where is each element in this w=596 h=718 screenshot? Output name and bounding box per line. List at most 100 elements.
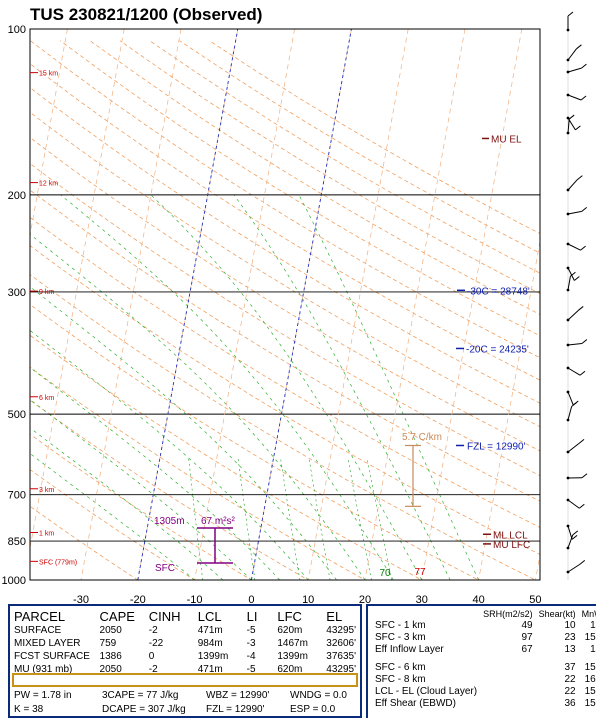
wind-barb [567, 210, 582, 215]
pressure-tick-label: 700 [8, 490, 26, 502]
misc-line-2: K = 38 DCAPE = 307 J/kg FZL = 12990' ESP = … [14, 704, 335, 715]
wind-barb-flag [575, 125, 581, 131]
dry-adiabat [30, 469, 196, 580]
wind-barb-dot [566, 242, 570, 246]
pw-value: PW = 1.78 in [14, 690, 72, 701]
temperature-tick-label: -20 [130, 594, 146, 604]
isotherm [535, 552, 540, 580]
wind-barb-dot [566, 212, 570, 216]
temperature-tick-label: -10 [187, 594, 203, 604]
cell: 158/1 [584, 632, 596, 643]
height-label: SFC (779m) [39, 559, 77, 566]
wind-barb-flag [581, 473, 588, 479]
cell: 159/2 [584, 698, 596, 709]
wind-barb-dot [566, 28, 570, 32]
wind-barb-dot [566, 498, 570, 502]
shear-row: SFC - 6 km 37 158/2 [372, 662, 596, 674]
moist-adiabat [150, 194, 423, 580]
cell: LCL - EL (Cloud Layer) [375, 686, 478, 697]
wind-barb-dot [566, 450, 570, 454]
wind-barb-flag [579, 370, 586, 376]
wind-barb-dot [566, 546, 570, 550]
wbz-value: WBZ = 12990' [206, 690, 270, 701]
isotherm [478, 239, 540, 580]
cell: 43295' [326, 625, 356, 636]
temperature-tick-label: 0 [248, 594, 254, 604]
wind-barb-flag [579, 503, 585, 509]
cell: 36 [564, 698, 576, 709]
temperature-axis: -30 -20 -10 0 10 20 30 40 50 [73, 594, 541, 604]
wind-barb [567, 499, 580, 509]
temperature-tick-label: 40 [472, 594, 484, 604]
wind-barb-dot [566, 343, 570, 347]
mu-el-label: MU EL [491, 134, 522, 145]
wndg-value: WNDG = 0.0 [290, 690, 347, 701]
dry-adiabat [209, 40, 540, 235]
shear-row: SFC - 8 km 22 160/2 [372, 674, 596, 686]
cell: 37 [564, 662, 576, 673]
height-label: 15 km [39, 71, 58, 78]
dry-adiabat [30, 245, 540, 555]
wind-barb [567, 391, 574, 406]
cell: 10 [564, 620, 576, 631]
cell: 620m [277, 625, 303, 636]
moist-adiabat [30, 427, 224, 580]
fzl-label: FZL = 12990' [467, 441, 526, 452]
cell: MIXED LAYER [14, 638, 81, 649]
shear-row: LCL - EL (Cloud Layer) 22 158/2 [372, 686, 596, 698]
wind-barb [567, 406, 573, 421]
wind-barbs [566, 11, 588, 580]
wind-barb-flag [581, 63, 587, 69]
cell: 49 [521, 620, 533, 631]
wind-barb-flag [576, 44, 582, 50]
cell: Eff Shear (EBWD) [375, 698, 456, 709]
esp-value: ESP = 0.0 [290, 704, 336, 715]
mu-row-highlight [12, 673, 358, 687]
shear-row: SFC - 1 km 49 10 151/ [372, 620, 596, 632]
cell: Eff Inflow Layer [375, 644, 444, 655]
wind-barb-dot [566, 366, 570, 370]
parcel-row-surface: SURFACE 2050 -2 471m -5 620m 43295' [14, 624, 360, 637]
height-label: 9 km [39, 289, 54, 296]
mixing-ratio-line [366, 457, 393, 580]
dry-adiabat [59, 40, 540, 337]
cell: FCST SURFACE [14, 651, 90, 662]
chart-title: TUS 230821/1200 (Observed) [30, 5, 262, 24]
skewt-chart: TUS 230821/1200 (Observed) 1002003005007… [0, 5, 588, 604]
wind-barb-flag [570, 271, 576, 277]
mu-lfc-label: MU LFC [493, 540, 530, 551]
isotherm [30, 29, 125, 551]
dry-adiabat [30, 303, 480, 580]
shear-row: SFC - 3 km 97 23 158/1 [372, 632, 596, 644]
height-label: 12 km [39, 181, 58, 188]
mixing-ratio-line [280, 457, 301, 580]
srh-height-label: 1305m [154, 516, 185, 527]
3cape-value: 3CAPE = 77 J/kg [102, 690, 179, 701]
wind-barb-dot [566, 188, 570, 192]
wind-barb [567, 67, 582, 73]
sfc-label: SFC [155, 563, 175, 574]
isotherm [0, 29, 11, 592]
isotherm-highlight [250, 29, 352, 580]
cape-header: CAPE [99, 609, 135, 624]
srh-value-label: 67 m²s² [201, 516, 236, 527]
cell: -22 [148, 638, 164, 649]
parcel-table-box: PARCEL CAPE CINH LCL LI LFC EL SURFACE 2… [8, 604, 362, 718]
dry-adiabat [30, 40, 540, 359]
wind-barb-flag [571, 402, 577, 407]
dry-adiabat [149, 40, 540, 274]
shear-header: Shear(kt) [538, 609, 576, 619]
cell: 32606' [326, 638, 356, 649]
pressure-tick-label: 100 [8, 24, 26, 36]
wind-barb-flag [580, 245, 586, 251]
lapse-rate-label: 5.7 C/km [402, 432, 442, 443]
wind-barb-dot [566, 390, 570, 394]
isotherm [30, 29, 68, 238]
height-label: 3 km [39, 487, 54, 494]
wind-barb-flag [567, 11, 574, 17]
el-header: EL [326, 609, 343, 624]
pressure-tick-label: 200 [8, 190, 26, 202]
cell: -5 [246, 625, 256, 636]
sfc-temperature-label: 77 [414, 567, 426, 578]
parcel-row-mixed-layer: MIXED LAYER 759 -22 984m -3 1467m 32606' [14, 637, 360, 650]
